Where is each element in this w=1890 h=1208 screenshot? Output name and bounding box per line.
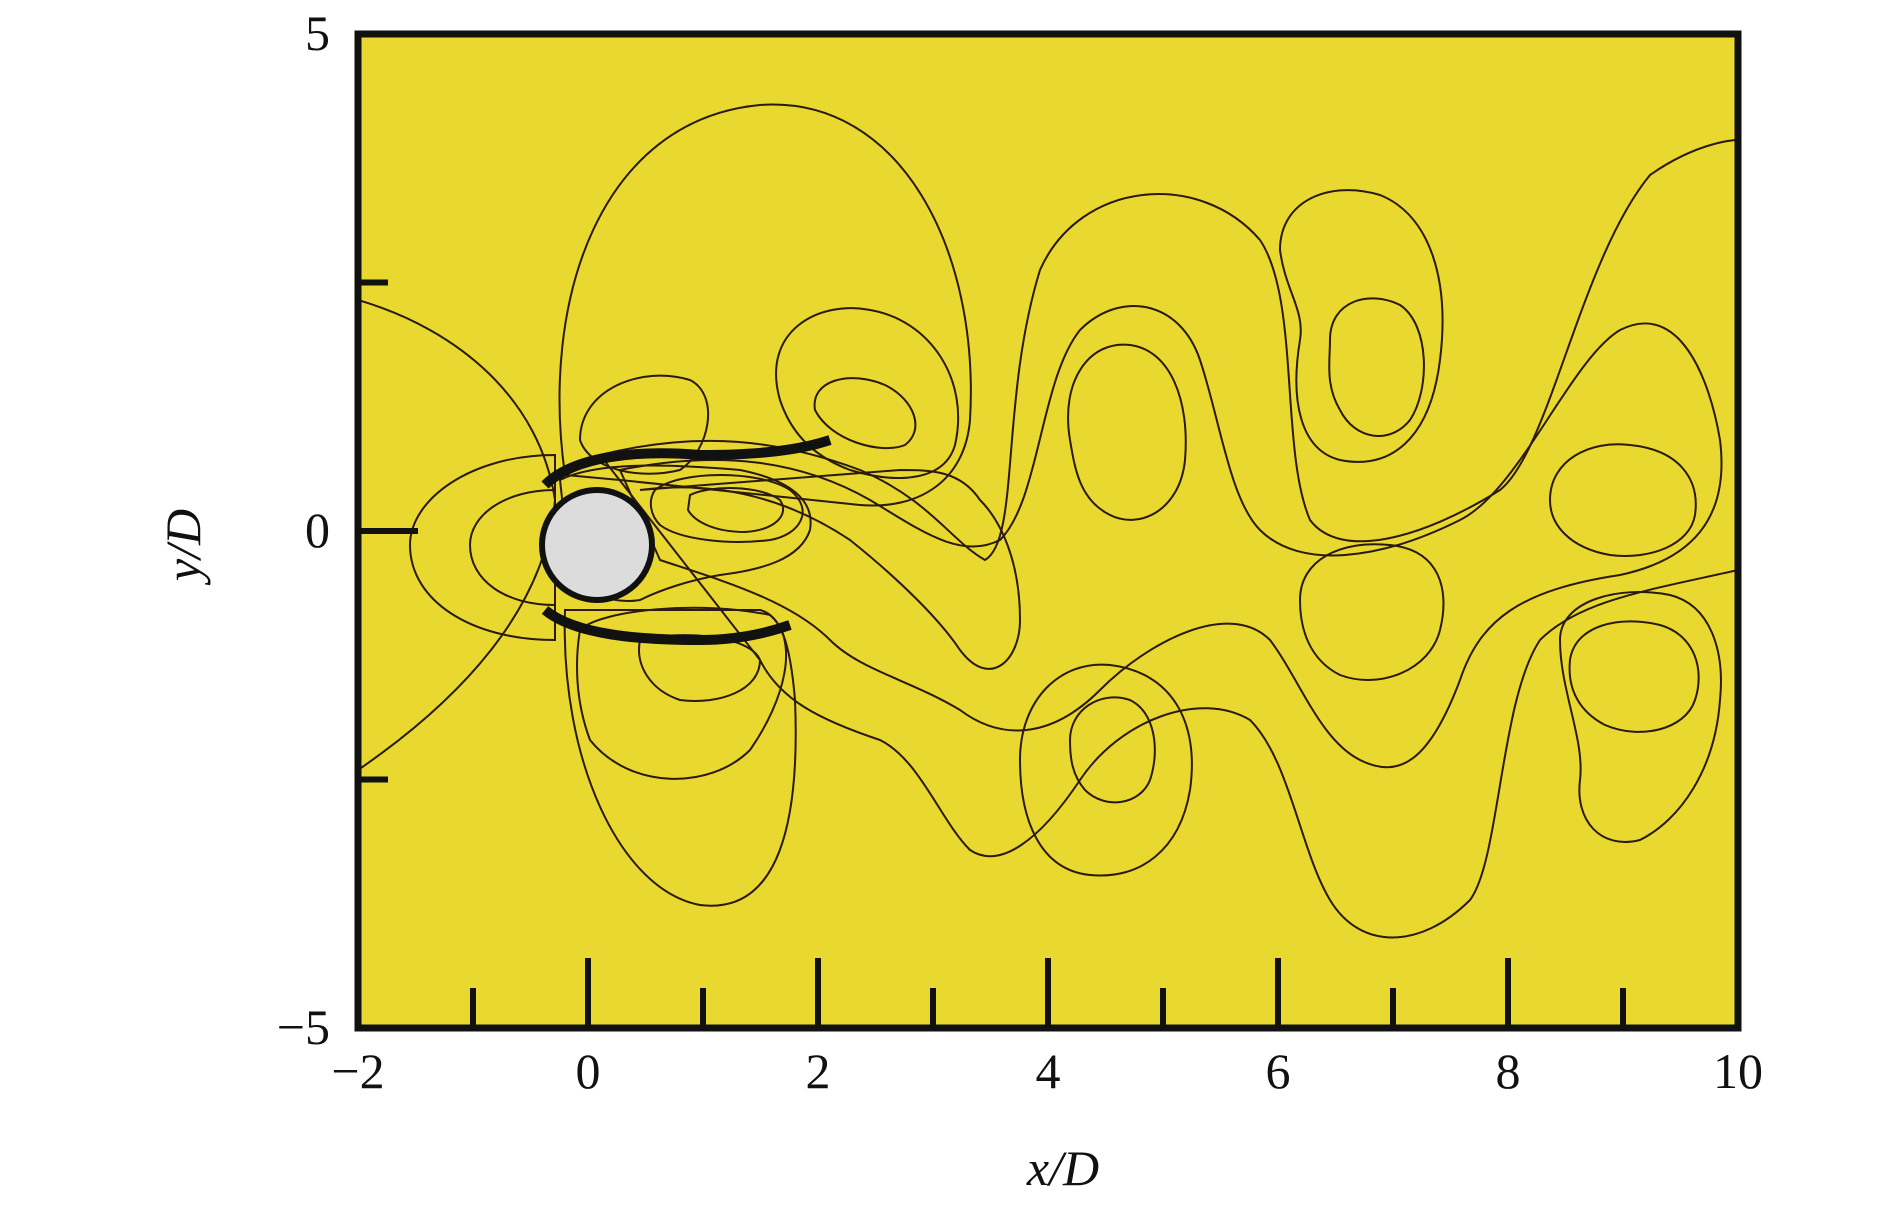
green-vortex-upper-2 (1548, 443, 1697, 557)
axis-ticks (358, 279, 1626, 1028)
recirculation-region (558, 464, 812, 602)
red-vortex-upper-downstream (1328, 297, 1425, 437)
x-tick-label: 2 (806, 1043, 831, 1099)
upper-orange-lobe (558, 103, 972, 507)
orange-vortex-upper-downstream (1278, 189, 1444, 463)
green-vortex-lower-1 (1298, 543, 1445, 681)
lower-red-vortex (576, 606, 788, 780)
x-axis-title: x/D (1026, 1140, 1099, 1196)
y-tick-label: 5 (305, 5, 330, 61)
red-vortex-lower-downstream (1568, 620, 1700, 733)
x-tick-label: 10 (1713, 1043, 1763, 1099)
red-vortex-lower-mid (1068, 696, 1156, 804)
blue-vortex-core (686, 487, 785, 534)
lower-shear-layer (541, 606, 792, 646)
x-tick-label: 0 (576, 1043, 601, 1099)
y-tick-label: −5 (277, 999, 330, 1055)
x-tick-label: 8 (1496, 1043, 1521, 1099)
x-tick-label: −2 (331, 1043, 384, 1099)
blue-vortex-outer (649, 474, 804, 543)
upper-shear-layer (541, 435, 832, 489)
green-vortex-upper-1 (1067, 343, 1187, 521)
upper-red-vortex-1-core (813, 377, 917, 450)
orange-vortex-lower-mid (1018, 663, 1193, 877)
lower-orange-lobe (563, 609, 797, 907)
y-tick-label: 0 (305, 502, 330, 558)
x-tick-label: 4 (1036, 1043, 1061, 1099)
upstream-contour-core (468, 488, 556, 607)
wake-middle-band (618, 305, 1723, 769)
orange-vortex-lower-downstream (1558, 591, 1722, 843)
wake-outer-band (598, 138, 1738, 939)
contour-field (358, 103, 1738, 939)
axis-tick-labels: −2 0 2 4 6 8 10 −5 0 5 (277, 5, 1763, 1099)
y-axis-title: y/D (155, 509, 211, 586)
cylinder (539, 487, 655, 603)
upper-red-vortex-1 (775, 307, 960, 479)
upstream-contour-inner (408, 453, 556, 642)
x-tick-label: 6 (1266, 1043, 1291, 1099)
wake-inner-band (639, 468, 1022, 670)
